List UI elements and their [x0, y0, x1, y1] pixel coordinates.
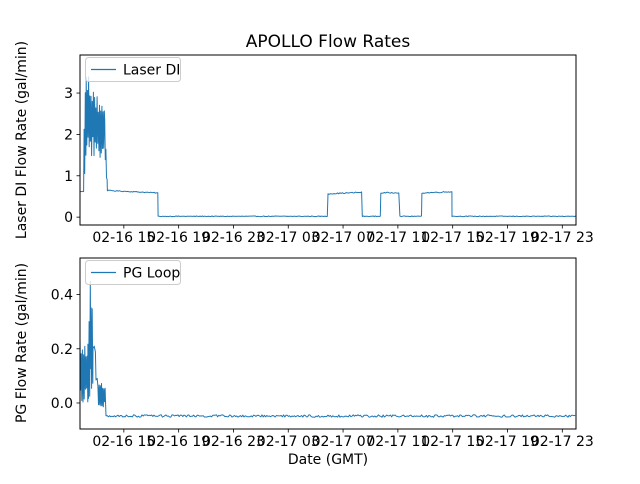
x-tick-label: 02-17 07: [312, 434, 375, 450]
laser-di-line: [79, 76, 576, 218]
x-tick-label: 02-17 23: [531, 434, 594, 450]
y-tick-label: 0.2: [51, 342, 73, 358]
x-tick-label: 02-17 19: [476, 230, 539, 246]
bottom-plot-border: [79, 257, 577, 430]
pg-loop-line: [79, 280, 576, 418]
x-tick-label: 02-17 19: [476, 434, 539, 450]
x-tick-label: 02-17 03: [257, 230, 320, 246]
x-tick-label: 02-16 23: [202, 434, 265, 450]
bottom-legend: PG Loop: [85, 260, 181, 285]
top-plot-border: [79, 54, 577, 226]
data-layer: [79, 76, 576, 418]
top-legend: Laser DI: [85, 57, 181, 82]
x-tick-label: 02-16 19: [147, 434, 210, 450]
top-legend-label: Laser DI: [123, 63, 180, 79]
x-tick-label: 02-16 23: [202, 230, 265, 246]
x-tick-label: 02-16 19: [147, 230, 210, 246]
y-tick-label: 0: [64, 210, 73, 226]
x-tick-label: 02-17 07: [312, 230, 375, 246]
x-tick-label: 02-16 15: [92, 434, 155, 450]
y-tick-label: 1: [64, 169, 73, 185]
x-tick-label: 02-17 23: [531, 230, 594, 246]
y-tick-label: 3: [64, 86, 73, 102]
bottom-y-axis-label: PG Flow Rate (gal/min): [14, 263, 30, 423]
chart-title: APOLLO Flow Rates: [246, 32, 411, 52]
y-tick-label: 0.0: [51, 396, 73, 412]
x-tick-label: 02-17 11: [366, 434, 429, 450]
legend-frame: [85, 260, 181, 285]
x-tick-label: 02-17 15: [421, 230, 484, 246]
x-tick-label: 02-17 15: [421, 434, 484, 450]
y-tick-label: 2: [64, 127, 73, 143]
legend-frame: [85, 57, 181, 82]
x-tick-label: 02-17 03: [257, 434, 320, 450]
x-tick-label: 02-16 15: [92, 230, 155, 246]
x-axis-label: Date (GMT): [288, 452, 368, 468]
bottom-legend-label: PG Loop: [123, 266, 180, 282]
top-y-axis-label: Laser DI Flow Rate (gal/min): [14, 41, 30, 239]
x-tick-label: 02-17 11: [366, 230, 429, 246]
y-tick-label: 0.4: [51, 288, 73, 304]
